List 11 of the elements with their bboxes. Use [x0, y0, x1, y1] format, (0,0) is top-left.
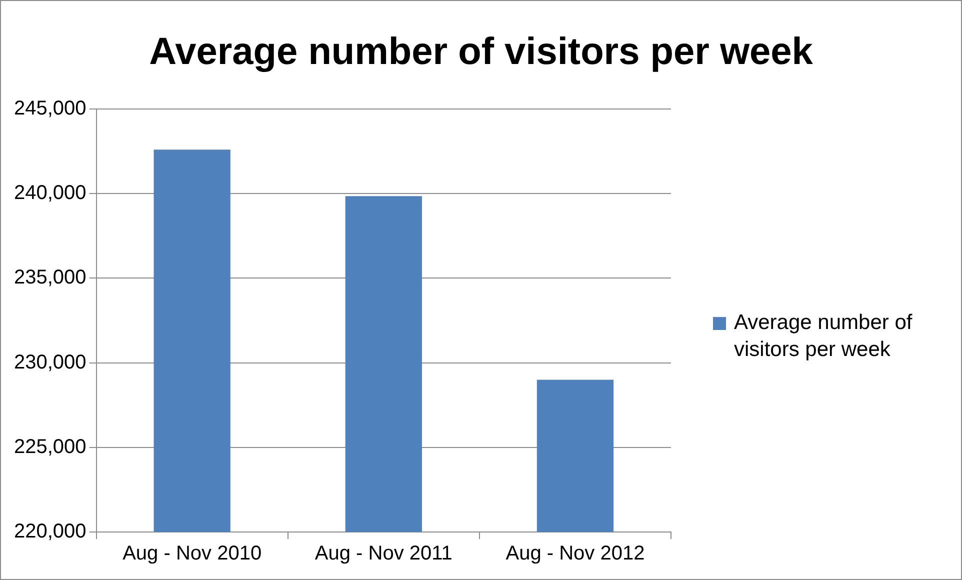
y-tick-label: 230,000 — [14, 351, 86, 374]
chart-title: Average number of visitors per week — [148, 31, 814, 74]
x-tick-label: Aug - Nov 2012 — [506, 542, 645, 565]
y-tick-label: 245,000 — [14, 98, 86, 120]
y-tick-label: 225,000 — [14, 436, 86, 458]
y-tick-label: 240,000 — [14, 182, 86, 204]
x-tick-label: Aug - Nov 2011 — [314, 542, 452, 565]
y-tick-label: 220,000 — [14, 520, 86, 543]
y-tick-label: 235,000 — [14, 266, 86, 289]
x-tick-label: Aug - Nov 2010 — [122, 542, 262, 565]
legend-label: Average number of visitors per week — [734, 310, 914, 363]
